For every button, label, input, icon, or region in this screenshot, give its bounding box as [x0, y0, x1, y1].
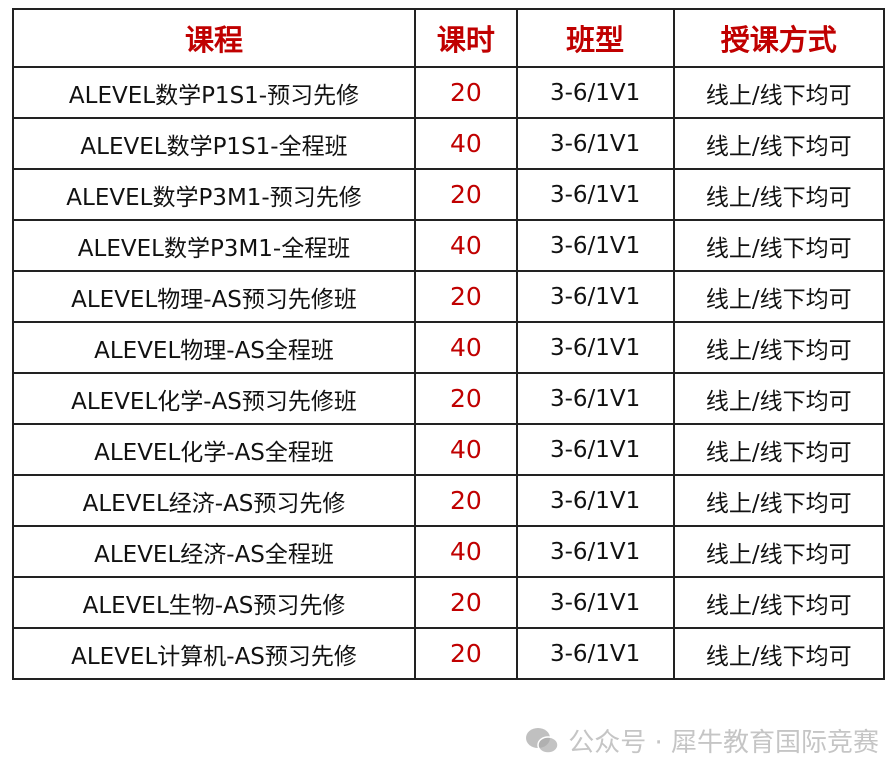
class-type-cell: 3-6/1V1: [515, 423, 675, 476]
delivery-cell: 线上/线下均可: [672, 525, 886, 578]
table-row: ALEVEL经济-AS全程班 40 3-6/1V1 线上/线下均可: [11, 525, 886, 578]
course-cell: ALEVEL经济-AS全程班: [11, 525, 417, 578]
course-cell: ALEVEL物理-AS全程班: [11, 321, 417, 374]
hours-cell: 40: [414, 321, 518, 374]
hours-cell: 40: [414, 219, 518, 272]
class-type-cell: 3-6/1V1: [515, 270, 675, 323]
delivery-cell: 线上/线下均可: [672, 117, 886, 170]
course-cell: ALEVEL数学P1S1-预习先修: [11, 66, 417, 119]
table-row: ALEVEL物理-AS全程班 40 3-6/1V1 线上/线下均可: [11, 321, 886, 374]
table-row: ALEVEL化学-AS全程班 40 3-6/1V1 线上/线下均可: [11, 423, 886, 476]
hours-cell: 20: [414, 66, 518, 119]
course-cell: ALEVEL数学P1S1-全程班: [11, 117, 417, 170]
hours-cell: 40: [414, 117, 518, 170]
table-row: ALEVEL经济-AS预习先修 20 3-6/1V1 线上/线下均可: [11, 474, 886, 527]
course-cell: ALEVEL化学-AS全程班: [11, 423, 417, 476]
column-header: 课时: [414, 8, 518, 68]
watermark-text: 公众号 · 犀牛教育国际竞赛: [568, 728, 879, 758]
table-body: ALEVEL数学P1S1-预习先修 20 3-6/1V1 线上/线下均可 ALEVEL数…: [11, 66, 886, 680]
course-cell: ALEVEL经济-AS预习先修: [11, 474, 417, 527]
hours-cell: 20: [414, 576, 518, 629]
class-type-cell: 3-6/1V1: [515, 474, 675, 527]
delivery-cell: 线上/线下均可: [672, 576, 886, 629]
delivery-cell: 线上/线下均可: [672, 321, 886, 374]
delivery-cell: 线上/线下均可: [672, 474, 886, 527]
table-row: ALEVEL数学P1S1-全程班 40 3-6/1V1 线上/线下均可: [11, 117, 886, 170]
hours-cell: 40: [414, 525, 518, 578]
course-cell: ALEVEL计算机-AS预习先修: [11, 627, 417, 680]
table-row: ALEVEL数学P3M1-全程班 40 3-6/1V1 线上/线下均可: [11, 219, 886, 272]
hours-cell: 20: [414, 168, 518, 221]
course-cell: ALEVEL化学-AS预习先修班: [11, 372, 417, 425]
wechat-icon: [526, 727, 559, 754]
table-row: ALEVEL物理-AS预习先修班 20 3-6/1V1 线上/线下均可: [11, 270, 886, 323]
delivery-cell: 线上/线下均可: [672, 627, 886, 680]
table-row: ALEVEL化学-AS预习先修班 20 3-6/1V1 线上/线下均可: [11, 372, 886, 425]
delivery-cell: 线上/线下均可: [672, 66, 886, 119]
course-cell: ALEVEL生物-AS预习先修: [11, 576, 417, 629]
column-header: 班型: [515, 8, 675, 68]
class-type-cell: 3-6/1V1: [515, 372, 675, 425]
delivery-cell: 线上/线下均可: [672, 270, 886, 323]
table-row: ALEVEL生物-AS预习先修 20 3-6/1V1 线上/线下均可: [11, 576, 886, 629]
course-cell: ALEVEL数学P3M1-预习先修: [11, 168, 417, 221]
class-type-cell: 3-6/1V1: [515, 321, 675, 374]
table-row: ALEVEL数学P3M1-预习先修 20 3-6/1V1 线上/线下均可: [11, 168, 886, 221]
column-header: 课程: [11, 8, 417, 68]
table-row: ALEVEL计算机-AS预习先修 20 3-6/1V1 线上/线下均可: [11, 627, 886, 680]
class-type-cell: 3-6/1V1: [515, 576, 675, 629]
hours-cell: 20: [414, 270, 518, 323]
column-header: 授课方式: [672, 8, 886, 68]
header-row: 课程 课时 班型 授课方式: [11, 8, 886, 68]
class-type-cell: 3-6/1V1: [515, 525, 675, 578]
hours-cell: 20: [414, 372, 518, 425]
hours-cell: 20: [414, 474, 518, 527]
delivery-cell: 线上/线下均可: [672, 372, 886, 425]
class-type-cell: 3-6/1V1: [515, 219, 675, 272]
course-cell: ALEVEL数学P3M1-全程班: [11, 219, 417, 272]
table-row: ALEVEL数学P1S1-预习先修 20 3-6/1V1 线上/线下均可: [11, 66, 886, 119]
delivery-cell: 线上/线下均可: [672, 219, 886, 272]
hours-cell: 20: [414, 627, 518, 680]
course-table: 课程 课时 班型 授课方式 ALEVEL数学P1S1-预习先修 20 3-6/1V1 线上/…: [11, 8, 886, 680]
class-type-cell: 3-6/1V1: [515, 627, 675, 680]
class-type-cell: 3-6/1V1: [515, 117, 675, 170]
hours-cell: 40: [414, 423, 518, 476]
delivery-cell: 线上/线下均可: [672, 168, 886, 221]
class-type-cell: 3-6/1V1: [515, 66, 675, 119]
class-type-cell: 3-6/1V1: [515, 168, 675, 221]
delivery-cell: 线上/线下均可: [672, 423, 886, 476]
course-cell: ALEVEL物理-AS预习先修班: [11, 270, 417, 323]
watermark: 公众号 · 犀牛教育国际竞赛: [524, 722, 879, 759]
